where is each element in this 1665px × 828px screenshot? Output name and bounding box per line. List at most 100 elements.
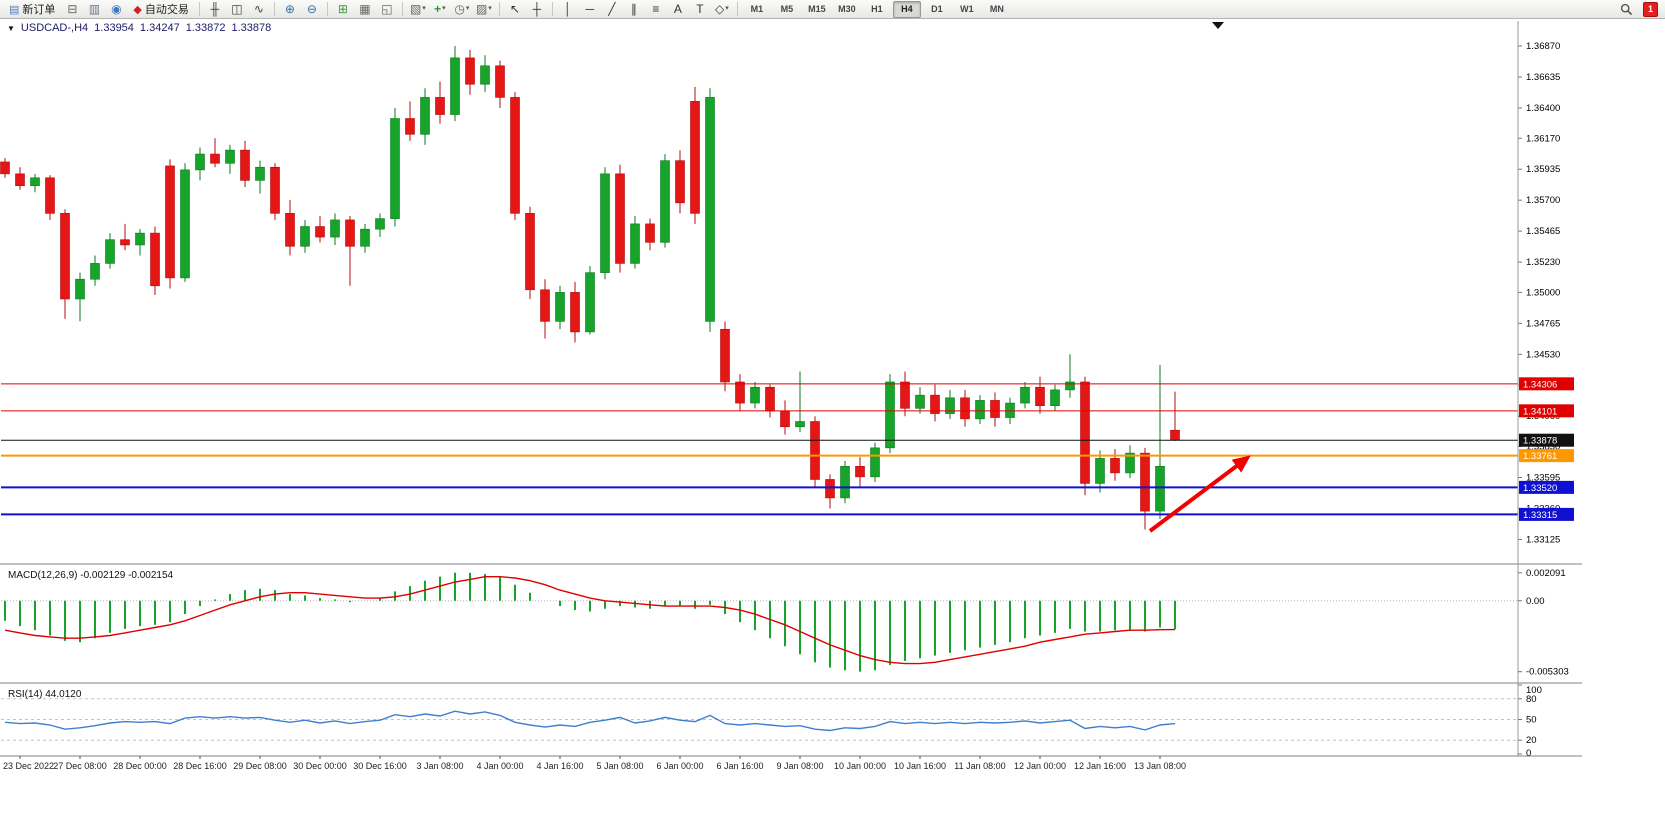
timeframe-m1[interactable]: M1 — [750, 4, 764, 14]
bear-candle — [150, 232, 160, 287]
indicators-icon: + — [434, 2, 442, 16]
bull-candle — [915, 394, 925, 409]
timeframe-m30[interactable]: M30 — [838, 4, 856, 14]
price-axis: 1.36870 1.36635 1.36400 1.36170 1.35935 1.357… — [1518, 41, 1560, 545]
label-icon[interactable]: T — [690, 1, 710, 17]
new-chart-icon[interactable]: ▧ ▾ — [408, 1, 428, 17]
cascade-windows-icon[interactable]: ▦ — [355, 1, 375, 17]
svg-text:1.33595: 1.33595 — [1526, 472, 1560, 483]
bull-candle — [795, 421, 805, 428]
price-badge — [1519, 507, 1574, 521]
templates-icon[interactable]: ▨ ▾ — [474, 1, 494, 17]
bull-candle — [420, 97, 430, 135]
bull-candle — [450, 57, 460, 115]
print-preview-icon[interactable]: ▥ — [84, 1, 104, 17]
toolbar-separator — [498, 2, 500, 16]
time-label: 4 Jan 16:00 — [536, 761, 583, 771]
bull-candle — [630, 223, 640, 264]
equidistant-channel-icon: ∥ — [630, 2, 637, 16]
bear-candle — [765, 386, 775, 412]
line-chart-icon[interactable]: ∿ — [249, 1, 269, 17]
text-icon[interactable]: A — [668, 1, 688, 17]
candlestick-chart-icon[interactable]: ◫ — [227, 1, 247, 17]
price-badges: 1.34306 1.34101 1.33878 1.33761 1.33520 1.333… — [1519, 377, 1574, 521]
crosshair-icon: ┼ — [532, 2, 542, 16]
bear-candle — [720, 328, 730, 383]
print-icon[interactable]: ⊟ — [62, 1, 82, 17]
chevron-down-icon: ▾ — [422, 5, 426, 12]
indicators-icon[interactable]: + ▾ — [430, 1, 450, 17]
bull-candle — [600, 173, 610, 273]
news-icon[interactable]: ◉ — [106, 1, 126, 17]
autotrading-button[interactable]: ◆ 自动交易 — [128, 1, 193, 17]
bear-candle — [810, 421, 820, 480]
label-icon: T — [696, 2, 704, 16]
bull-candle — [870, 447, 880, 478]
timeframe-w1[interactable]: W1 — [960, 4, 974, 14]
bear-candle — [45, 177, 55, 214]
price-badge — [1519, 449, 1574, 463]
trend-arrow[interactable] — [1148, 455, 1251, 533]
ohlc-open: 1.33954 — [94, 22, 134, 34]
bar-chart-icon[interactable]: ╫ — [205, 1, 225, 17]
shapes-icon[interactable]: ◇ ▾ — [712, 1, 732, 17]
chart-shift-marker[interactable] — [1212, 22, 1224, 29]
print-preview-icon: ▥ — [88, 2, 101, 16]
timeframe-h4[interactable]: H4 — [892, 0, 921, 18]
svg-text:1.35935: 1.35935 — [1526, 164, 1560, 175]
svg-text:1.36635: 1.36635 — [1526, 72, 1560, 83]
time-label: 10 Jan 00:00 — [834, 761, 886, 771]
bear-candle — [735, 381, 745, 404]
chevron-down-icon: ▾ — [465, 5, 470, 12]
notification-badge[interactable]: 1 — [1643, 1, 1658, 17]
bear-candle — [465, 57, 475, 85]
price-badge — [1519, 404, 1574, 418]
text-icon: A — [673, 2, 682, 16]
equidistant-channel-icon[interactable]: ∥ — [624, 1, 644, 17]
cursor-icon[interactable]: ↖ — [505, 1, 525, 17]
bear-candle — [165, 165, 175, 279]
arrange-windows-icon[interactable]: ◱ — [377, 1, 397, 17]
chart-canvas[interactable]: 1.36870 1.36635 1.36400 1.36170 1.35935 1.357… — [0, 19, 1665, 828]
svg-text:1.35700: 1.35700 — [1526, 195, 1560, 206]
bull-candle — [885, 381, 895, 449]
timeframe-mn[interactable]: MN — [989, 4, 1004, 14]
time-label: 6 Jan 00:00 — [656, 761, 703, 771]
ohlc-high: 1.34247 — [139, 22, 180, 34]
timeframe-h1[interactable]: H1 — [871, 4, 883, 14]
tile-windows-icon[interactable]: ⊞ — [333, 1, 353, 17]
horizontal-line-icon[interactable]: ─ — [580, 1, 600, 17]
bear-candle — [120, 239, 130, 246]
trendline-icon[interactable]: ╱ — [602, 1, 622, 17]
periods-icon[interactable]: ◷ ▾ — [452, 1, 472, 17]
svg-text:1.34530: 1.34530 — [1526, 349, 1560, 360]
timeframe-d1[interactable]: D1 — [931, 4, 943, 14]
toolbar-separator — [736, 2, 738, 16]
toolbar-separator — [198, 2, 200, 16]
bear-candle — [1170, 429, 1180, 441]
vertical-line-icon[interactable]: │ — [558, 1, 578, 17]
search-icon[interactable] — [1616, 1, 1636, 17]
ohlc-close: 1.33878 — [231, 22, 272, 34]
chart-menu-triangle-icon[interactable]: ▼ — [7, 23, 15, 33]
timeframe-m15[interactable]: M15 — [808, 4, 826, 14]
new-order-button[interactable]: ▤ 新订单 — [4, 1, 60, 17]
zoom-in-icon[interactable]: ⊕ — [280, 1, 300, 17]
toolbar-separator — [401, 2, 403, 16]
panel-dividers[interactable] — [0, 21, 1582, 757]
svg-text:50: 50 — [1526, 715, 1537, 726]
bear-candle — [405, 118, 415, 135]
crosshair-icon[interactable]: ┼ — [527, 1, 547, 17]
bear-candle — [645, 223, 655, 243]
bull-candle — [135, 232, 145, 246]
zoom-out-icon[interactable]: ⊖ — [302, 1, 322, 17]
svg-text:1.33830: 1.33830 — [1526, 442, 1560, 453]
horizontal-lines[interactable] — [1, 383, 1518, 516]
svg-text:1.33878: 1.33878 — [1523, 436, 1557, 447]
toolbar-separator — [273, 2, 275, 16]
fibonacci-icon[interactable]: ≡ — [646, 1, 666, 17]
time-axis[interactable]: 23 Dec 2022 27 Dec 08:00 28 Dec 00:00 28 De… — [3, 756, 1186, 771]
timeframe-m5[interactable]: M5 — [780, 4, 794, 14]
bull-candle — [30, 177, 40, 186]
templates-icon: ▨ — [475, 2, 488, 16]
